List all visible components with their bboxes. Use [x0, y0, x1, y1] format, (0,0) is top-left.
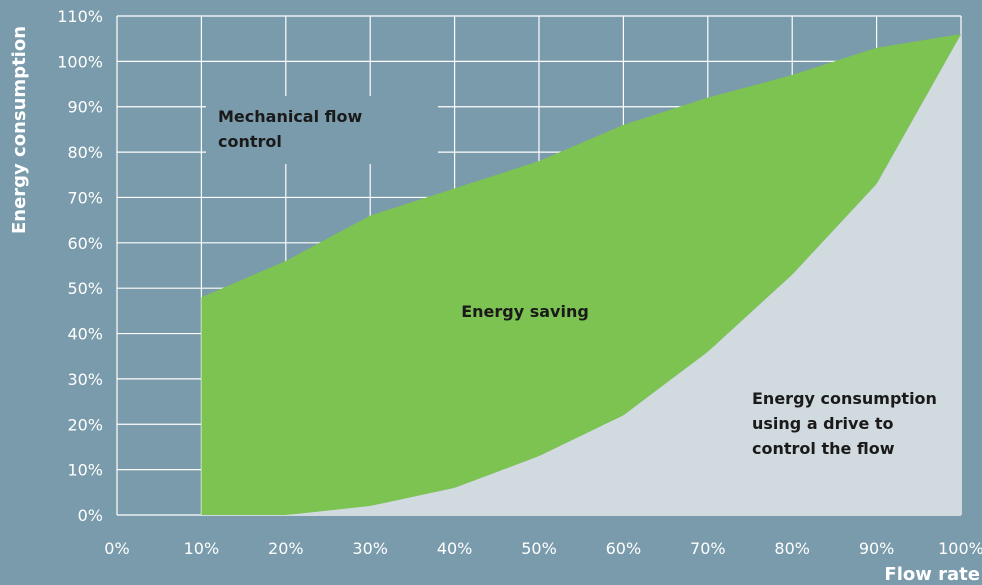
label-boxes: [206, 96, 438, 164]
x-tick-label: 20%: [268, 539, 304, 558]
y-tick-label: 100%: [57, 52, 103, 71]
x-tick-label: 60%: [606, 539, 642, 558]
y-tick-label: 60%: [67, 234, 103, 253]
energy-saving-label: Energy saving: [461, 302, 589, 321]
y-tick-label: 0%: [78, 506, 103, 525]
y-tick-label: 20%: [67, 415, 103, 434]
drive-consumption-label: Energy consumption using a drive to contro…: [752, 389, 937, 458]
annotations: Mechanical flow control Energy saving Energ…: [218, 107, 937, 458]
mechanical-label-box: [206, 96, 438, 164]
y-axis-title: Energy consumption: [9, 26, 30, 234]
x-tick-label: 90%: [859, 539, 895, 558]
x-tick-label: 100%: [938, 539, 982, 558]
x-tick-label: 10%: [184, 539, 220, 558]
y-tick-label: 110%: [57, 7, 103, 26]
y-tick-label: 50%: [67, 279, 103, 298]
x-axis-title: Flow rate: [884, 564, 980, 585]
y-tick-label: 90%: [67, 98, 103, 117]
annotation-line: Energy consumption: [752, 389, 937, 408]
y-tick-label: 10%: [67, 461, 103, 480]
y-tick-label: 80%: [67, 143, 103, 162]
drive-consumption-area: [117, 34, 961, 516]
y-tick-label: 30%: [67, 370, 103, 389]
x-tick-label: 70%: [690, 539, 726, 558]
annotation-line: Energy saving: [461, 302, 589, 321]
x-tick-label: 50%: [521, 539, 557, 558]
annotation-line: control the flow: [752, 439, 895, 458]
x-tick-label: 30%: [352, 539, 388, 558]
areas: [117, 34, 961, 516]
x-tick-label: 40%: [437, 539, 473, 558]
y-tick-label: 40%: [67, 325, 103, 344]
mechanical-flow-control-label: Mechanical flow control: [218, 107, 363, 151]
x-tick-label: 80%: [774, 539, 810, 558]
energy-saving-area: [201, 34, 961, 516]
y-tick-label: 70%: [67, 188, 103, 207]
annotation-line: using a drive to: [752, 414, 894, 433]
tick-labels: 0% 10% 20% 30% 40% 50% 60% 70% 80% 90% 100% 0% 10% 20…: [57, 7, 982, 558]
x-tick-label: 0%: [104, 539, 129, 558]
annotation-line: Mechanical flow: [218, 107, 363, 126]
annotation-line: control: [218, 132, 282, 151]
